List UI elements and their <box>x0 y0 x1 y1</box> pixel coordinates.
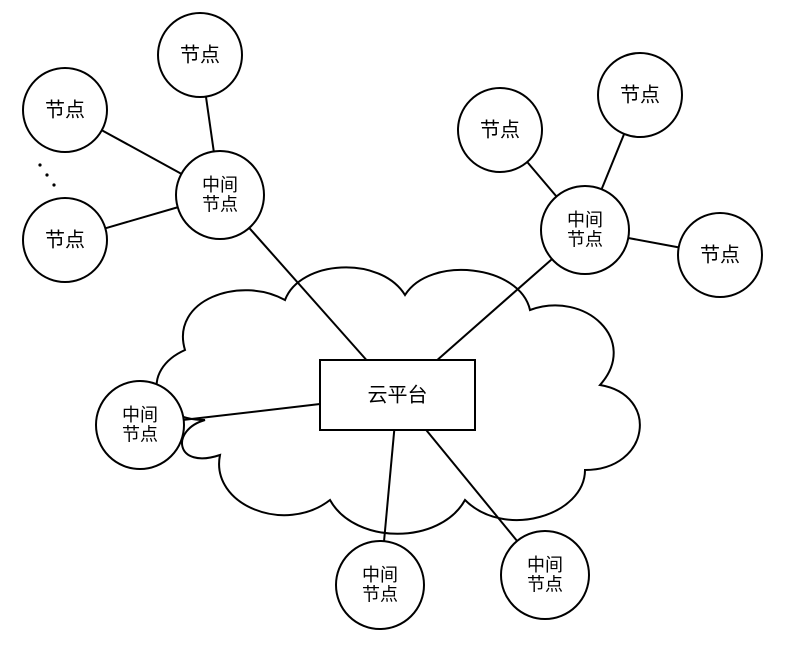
ellipsis-dot-2 <box>52 183 55 186</box>
nodes-layer: 云平台中间节点节点节点节点中间节点节点节点节点中间节点中间节点中间节点 <box>23 13 762 629</box>
edge-platform-mid-ul <box>249 228 366 360</box>
node-mid-bl-label: 中间节点 <box>362 565 398 605</box>
node-mid-br-label: 中间节点 <box>527 555 563 595</box>
node-leaf-ur-1-label: 节点 <box>480 119 520 142</box>
node-mid-ur-label: 中间节点 <box>567 210 603 250</box>
diagram-canvas: 云平台中间节点节点节点节点中间节点节点节点节点中间节点中间节点中间节点 <box>0 0 800 655</box>
edge-platform-mid-left <box>184 404 320 420</box>
edge-mid-ul-leaf-ul-1 <box>206 97 214 152</box>
node-leaf-ul-3-label: 节点 <box>45 229 85 252</box>
edge-mid-ur-leaf-ur-1 <box>527 162 556 196</box>
edge-platform-mid-ur <box>437 259 552 360</box>
ellipsis-dot-0 <box>38 163 41 166</box>
node-mid-ul-label: 中间节点 <box>202 175 238 215</box>
node-leaf-ur-2-label: 节点 <box>620 84 660 107</box>
edge-mid-ul-leaf-ul-2 <box>102 130 182 174</box>
edge-mid-ur-leaf-ur-2 <box>602 134 625 189</box>
edge-mid-ur-leaf-ur-3 <box>628 238 678 247</box>
cloud-platform-label: 云平台 <box>368 384 428 407</box>
ellipsis-dot-1 <box>45 173 48 176</box>
edge-mid-ul-leaf-ul-3 <box>105 207 177 228</box>
node-mid-left-label: 中间节点 <box>122 405 158 445</box>
node-leaf-ul-2-label: 节点 <box>45 99 85 122</box>
node-leaf-ul-1-label: 节点 <box>180 44 220 67</box>
node-leaf-ur-3-label: 节点 <box>700 244 740 267</box>
edge-platform-mid-bl <box>384 430 394 541</box>
